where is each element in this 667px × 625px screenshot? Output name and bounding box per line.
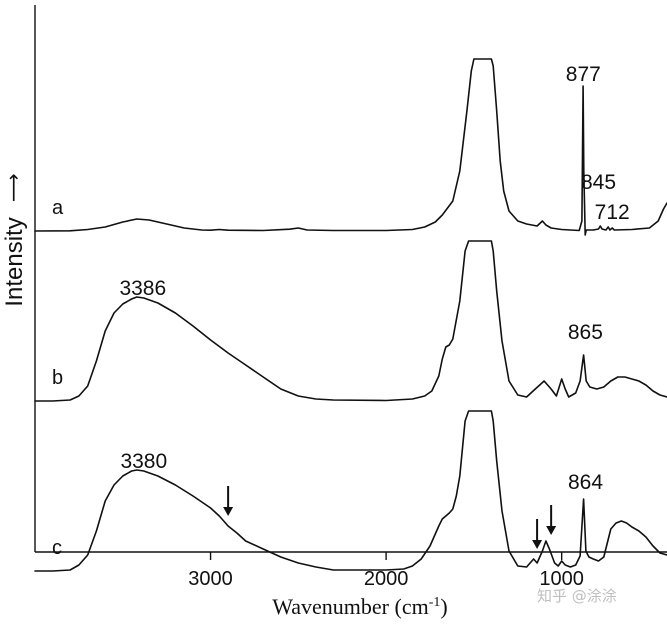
- peak-label-3: 3386: [119, 277, 166, 300]
- spectrum-line-c: [34, 410, 667, 572]
- annotation-arrows: [223, 486, 557, 549]
- y-axis-label-group: Intensity ⟶: [1, 173, 28, 306]
- series-letter-c: c: [52, 537, 62, 559]
- peak-labels: 877 845 712 3386 865 3380 864: [119, 63, 629, 494]
- annotation-arrow-2: [546, 505, 557, 535]
- y-axis-label: Intensity: [1, 217, 28, 306]
- peak-label-6: 864: [568, 471, 603, 494]
- peak-label-4: 865: [568, 321, 603, 344]
- x-tick-label-1: 2000: [364, 568, 409, 590]
- peak-label-5: 3380: [120, 450, 167, 473]
- x-tick-label-2: 1000: [539, 568, 584, 590]
- x-axis-label: Wavenumber (cm-1): [272, 594, 447, 619]
- peak-label-1: 845: [581, 171, 616, 194]
- watermark: 知乎 @涂涂: [537, 587, 617, 605]
- annotation-arrow-0: [223, 486, 234, 516]
- spectra-group: [34, 58, 667, 572]
- series-letter-b: b: [52, 367, 63, 389]
- peak-label-0: 877: [566, 63, 601, 86]
- series-letter-a: a: [52, 197, 64, 219]
- series-letters: a b c: [52, 197, 64, 559]
- x-tick-label-0: 3000: [188, 568, 233, 590]
- annotation-arrow-1: [532, 519, 543, 549]
- y-axis-arrow: ⟶: [3, 173, 25, 202]
- x-ticks: 3000 2000 1000: [188, 552, 584, 590]
- spectrum-line-b: [34, 240, 667, 402]
- peak-label-2: 712: [595, 201, 630, 224]
- spectrum-line-a: [34, 58, 667, 236]
